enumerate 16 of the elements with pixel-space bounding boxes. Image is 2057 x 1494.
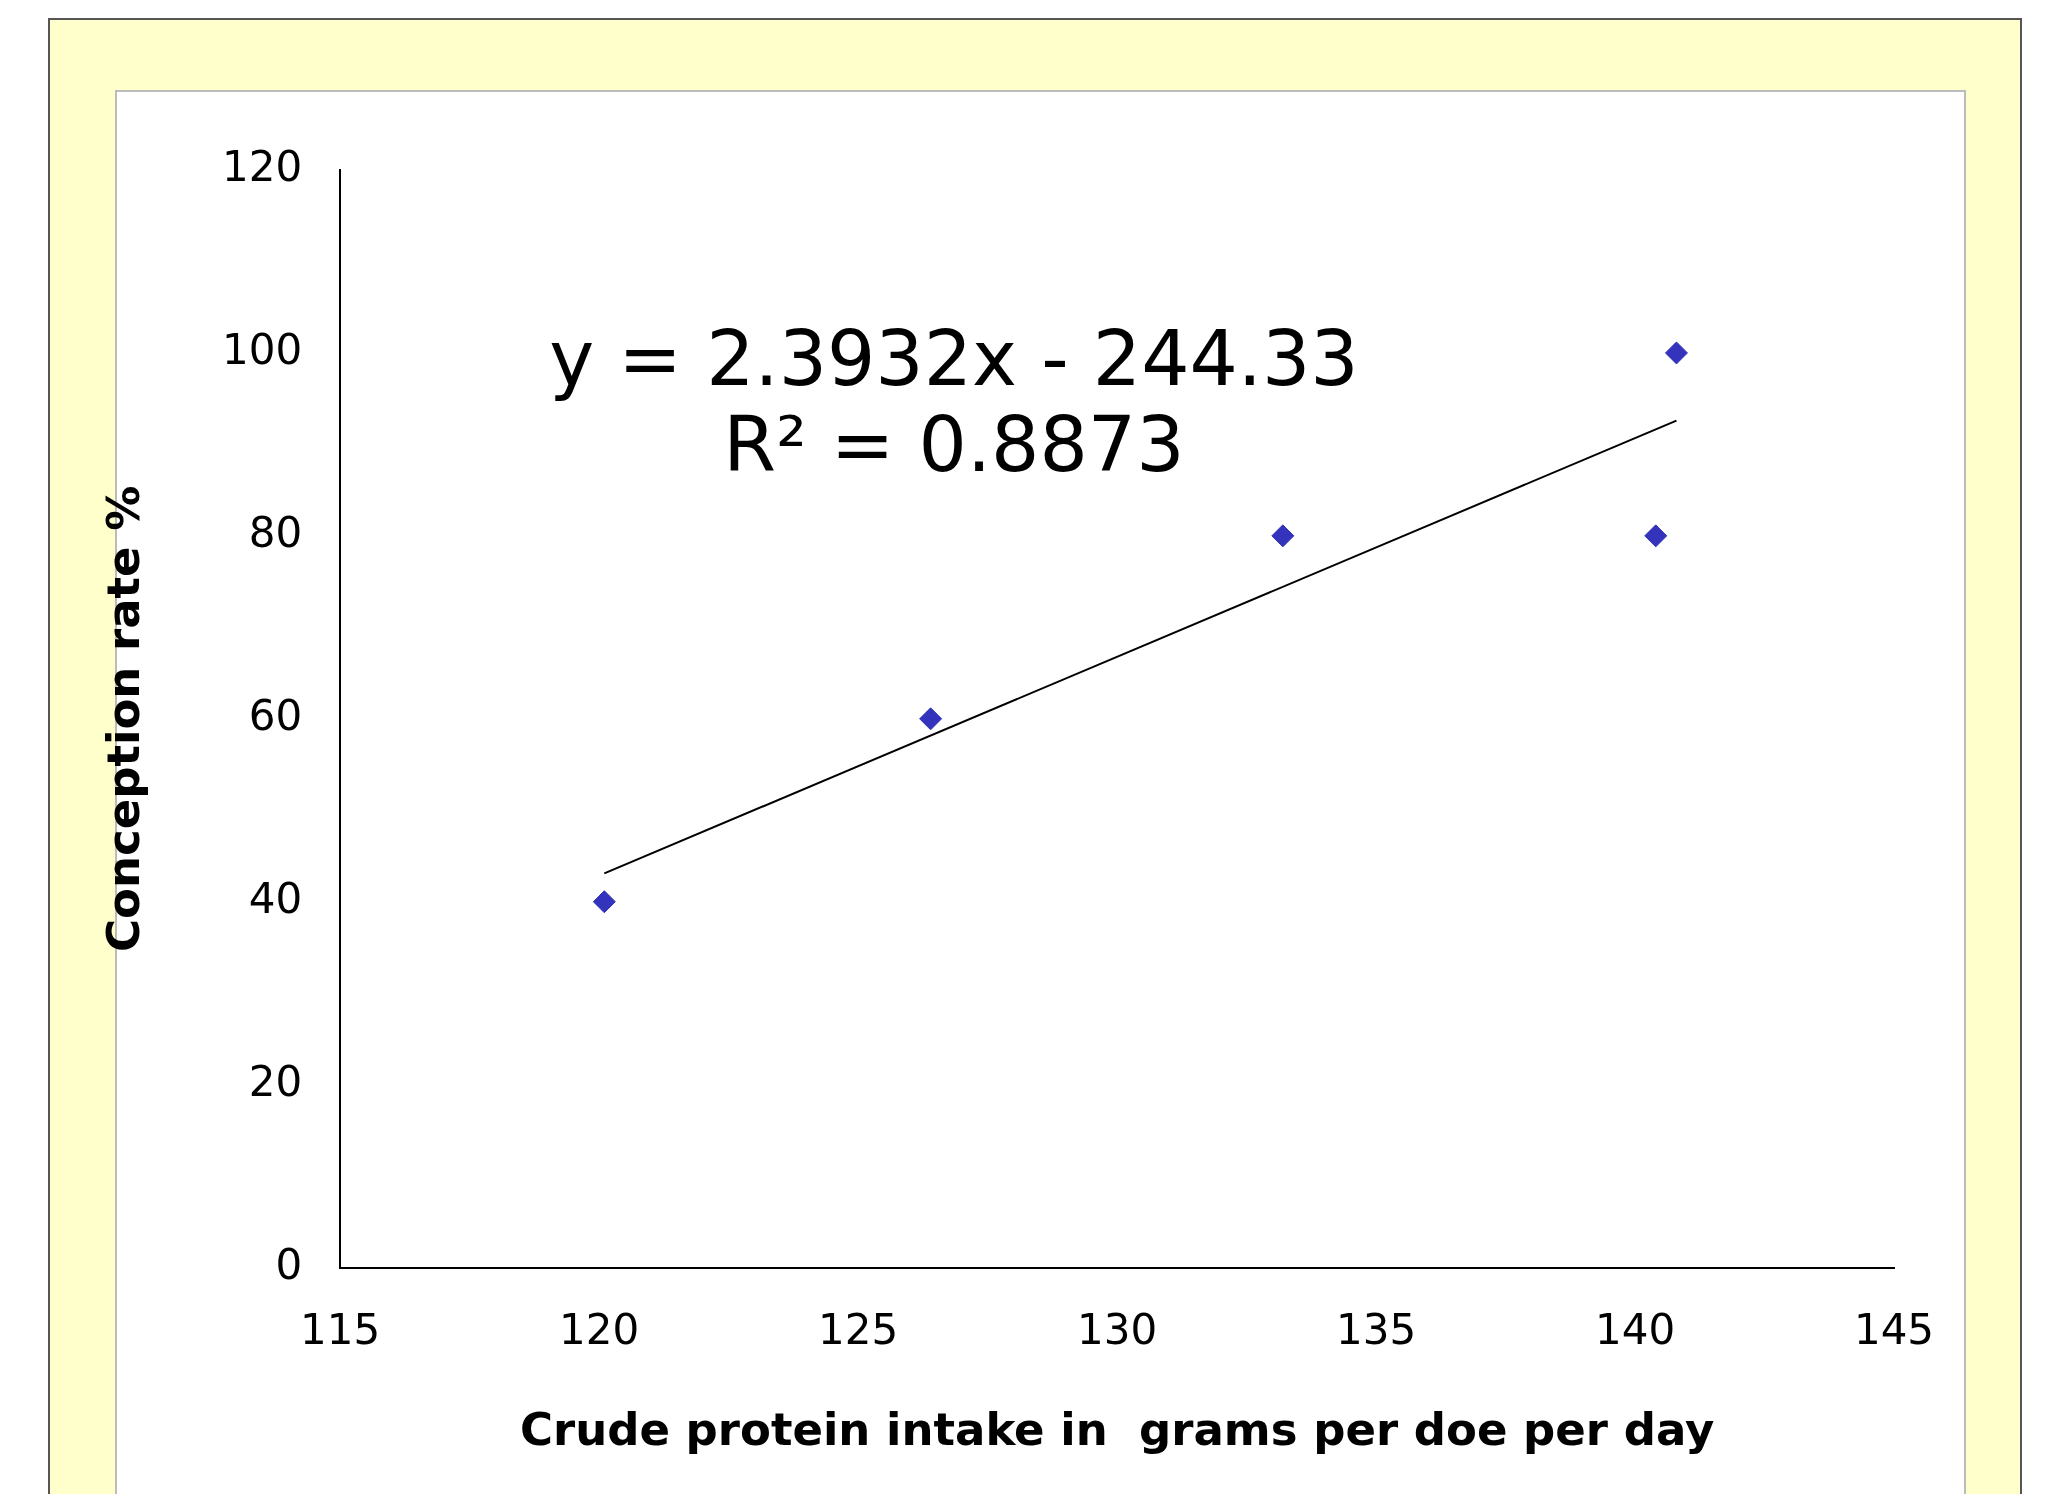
x-tick-label: 115 [300, 1304, 381, 1354]
y-tick-label: 80 [248, 507, 303, 557]
y-tick-label: 60 [248, 690, 303, 740]
y-axis-title: Conception rate % [96, 485, 150, 952]
x-tick-label: 125 [818, 1304, 899, 1354]
x-tick-label: 140 [1594, 1304, 1676, 1354]
x-tick-label: 130 [1077, 1304, 1158, 1354]
x-tick-label: 145 [1853, 1304, 1935, 1354]
y-tick-label: 100 [221, 324, 303, 374]
x-tick-label: 135 [1335, 1304, 1417, 1354]
x-tick-label: 120 [559, 1304, 640, 1354]
y-tick-label: 0 [275, 1239, 303, 1289]
x-axis-title: Crude protein intake in grams per doe per day [519, 1402, 1715, 1456]
y-tick-label: 40 [248, 873, 303, 923]
y-tick-label: 120 [221, 141, 303, 191]
y-tick-label: 20 [248, 1056, 303, 1106]
